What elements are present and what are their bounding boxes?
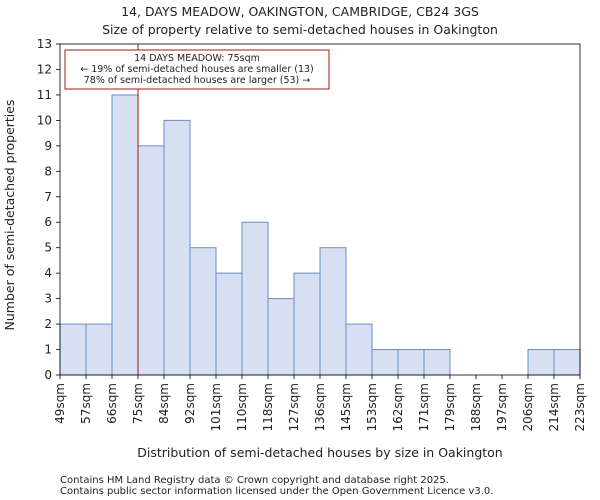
y-tick-label: 13 bbox=[37, 37, 52, 51]
y-tick-label: 9 bbox=[44, 139, 52, 153]
bar-136sqm bbox=[319, 247, 347, 376]
x-tick-label: 223sqm bbox=[573, 383, 587, 431]
x-tick-label: 188sqm bbox=[469, 383, 483, 431]
x-tick-label: 206sqm bbox=[521, 383, 535, 431]
bar-110sqm bbox=[241, 221, 269, 376]
x-tick-label: 118sqm bbox=[261, 383, 275, 431]
x-tick-label: 179sqm bbox=[443, 383, 457, 431]
bar-214sqm bbox=[553, 349, 581, 376]
x-tick-label: 75sqm bbox=[131, 383, 145, 424]
annotation-line-2: ← 19% of semi-detached houses are smalle… bbox=[80, 64, 314, 75]
bar-127sqm bbox=[293, 272, 321, 376]
bar-66sqm bbox=[111, 94, 139, 376]
x-tick-label: 84sqm bbox=[157, 383, 171, 424]
annotation-box: 14 DAYS MEADOW: 75sqm ← 19% of semi-deta… bbox=[64, 49, 330, 90]
y-tick-label: 3 bbox=[44, 292, 52, 306]
y-tick-label: 4 bbox=[44, 266, 52, 280]
y-axis-label: Number of semi-detached properties bbox=[2, 100, 17, 331]
bar-84sqm bbox=[163, 119, 191, 376]
bar-49sqm bbox=[59, 323, 87, 376]
y-tick-label: 7 bbox=[44, 190, 52, 204]
footer-line-1: Contains HM Land Registry data © Crown c… bbox=[60, 475, 449, 486]
x-tick-label: 153sqm bbox=[365, 383, 379, 431]
annotation-box-border bbox=[64, 49, 330, 90]
x-tick-label: 92sqm bbox=[183, 383, 197, 424]
bar-57sqm bbox=[85, 323, 113, 376]
x-tick-label: 101sqm bbox=[209, 383, 223, 431]
x-tick-label: 127sqm bbox=[287, 383, 301, 431]
annotation-line-3: 78% of semi-detached houses are larger (… bbox=[84, 75, 311, 86]
bars-group bbox=[59, 94, 581, 376]
bar-206sqm bbox=[527, 349, 555, 376]
chart-subtitle: Size of property relative to semi-detach… bbox=[102, 22, 498, 37]
x-tick-label: 162sqm bbox=[391, 383, 405, 431]
y-tick-label: 2 bbox=[44, 317, 52, 331]
chart-title: 14, DAYS MEADOW, OAKINGTON, CAMBRIDGE, C… bbox=[121, 4, 479, 19]
y-tick-label: 0 bbox=[44, 368, 52, 382]
y-tick-label: 6 bbox=[44, 215, 52, 229]
x-tick-label: 145sqm bbox=[339, 383, 353, 431]
bar-118sqm bbox=[267, 298, 295, 376]
x-tick-label: 110sqm bbox=[235, 383, 249, 431]
bar-145sqm bbox=[345, 323, 373, 376]
y-tick-label: 11 bbox=[37, 88, 52, 102]
bar-75sqm bbox=[137, 145, 165, 376]
x-tick-label: 49sqm bbox=[53, 383, 67, 424]
bar-153sqm bbox=[371, 349, 399, 376]
footer-line-2: Contains public sector information licen… bbox=[60, 486, 493, 497]
annotation-line-1: 14 DAYS MEADOW: 75sqm bbox=[134, 53, 260, 64]
y-tick-label: 8 bbox=[44, 164, 52, 178]
x-axis-label: Distribution of semi-detached houses by … bbox=[137, 445, 502, 460]
y-tick-label: 10 bbox=[37, 113, 52, 127]
x-axis: 49sqm 57sqm 66sqm 75sqm 84sqm 92sqm 101sqm 110s… bbox=[53, 375, 587, 431]
y-tick-label: 12 bbox=[37, 62, 52, 76]
x-tick-label: 66sqm bbox=[105, 383, 119, 424]
x-tick-label: 214sqm bbox=[547, 383, 561, 431]
x-tick-label: 136sqm bbox=[313, 383, 327, 431]
x-tick-label: 171sqm bbox=[417, 383, 431, 431]
y-tick-label: 1 bbox=[44, 343, 52, 357]
y-tick-label: 5 bbox=[44, 241, 52, 255]
x-tick-label: 197sqm bbox=[495, 383, 509, 431]
bar-101sqm bbox=[215, 272, 243, 376]
bar-92sqm bbox=[189, 247, 217, 376]
bar-171sqm bbox=[423, 349, 451, 376]
bar-162sqm bbox=[397, 349, 425, 376]
x-tick-label: 57sqm bbox=[79, 383, 93, 424]
